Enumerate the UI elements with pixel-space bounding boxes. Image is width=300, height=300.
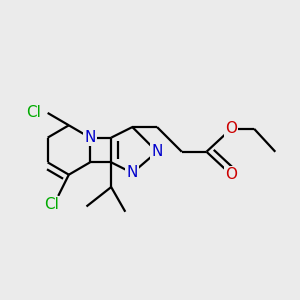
- Text: Cl: Cl: [44, 197, 58, 212]
- Text: O: O: [225, 121, 237, 136]
- Text: N: N: [84, 130, 96, 145]
- Text: N: N: [127, 165, 138, 180]
- Text: O: O: [225, 167, 237, 182]
- Text: N: N: [152, 144, 163, 159]
- Text: Cl: Cl: [26, 105, 41, 120]
